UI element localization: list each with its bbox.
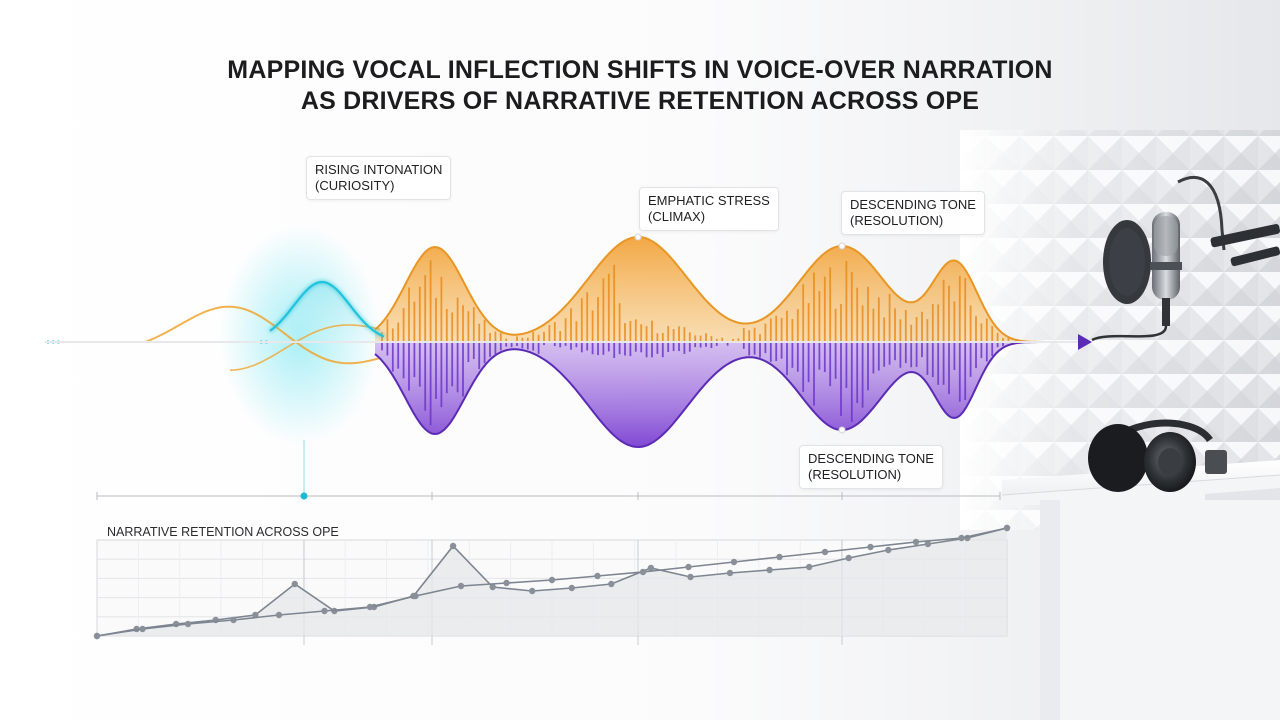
chart-point bbox=[647, 564, 655, 572]
chart-series-line bbox=[96, 527, 1008, 637]
chart-point bbox=[766, 566, 773, 574]
desk bbox=[1002, 468, 1280, 720]
callout-line: (RESOLUTION) bbox=[808, 467, 902, 482]
title-line-1: MAPPING VOCAL INFLECTION SHIFTS IN VOICE… bbox=[227, 56, 1053, 84]
cyan-envelope-line bbox=[269, 280, 385, 338]
chart-point bbox=[687, 573, 694, 581]
chart-point bbox=[291, 580, 298, 588]
chart-point bbox=[726, 569, 734, 577]
microphone-icon bbox=[1091, 176, 1280, 342]
chart-point bbox=[608, 580, 615, 588]
orange-weave-line bbox=[144, 305, 380, 365]
callout-descending-tone-bottom: DESCENDING TONE (RESOLUTION) bbox=[799, 445, 943, 489]
chart-point bbox=[1003, 524, 1011, 532]
peak-marker-dot bbox=[838, 242, 846, 250]
purple-envelope-fill bbox=[375, 342, 1060, 447]
orange-weave-line bbox=[229, 324, 381, 371]
callout-line: (CLIMAX) bbox=[648, 209, 706, 224]
chart-point bbox=[529, 587, 536, 595]
retention-chart-title: NARRATIVE RETENTION ACROSS OPE bbox=[107, 525, 339, 539]
chart-point bbox=[924, 540, 932, 548]
callout-descending-tone-top: DESCENDING TONE (RESOLUTION) bbox=[841, 191, 985, 235]
chart-series bbox=[93, 524, 1011, 640]
chart-point bbox=[568, 584, 575, 592]
callout-line: RISING INTONATION bbox=[315, 162, 443, 177]
peak-marker-dot bbox=[634, 233, 642, 241]
chart-point bbox=[139, 625, 146, 633]
arrow-head-icon bbox=[1078, 334, 1092, 350]
chart-point bbox=[594, 572, 601, 580]
chart-point bbox=[184, 620, 192, 628]
callout-rising-intonation: RISING INTONATION (CURIOSITY) bbox=[306, 156, 452, 200]
chart-point bbox=[885, 546, 892, 554]
chart-point bbox=[93, 632, 101, 640]
chart-point bbox=[867, 543, 874, 551]
chart-point bbox=[275, 611, 283, 619]
peak-markers bbox=[634, 233, 846, 434]
peak-marker-dot bbox=[838, 426, 846, 434]
envelope-outlines bbox=[144, 235, 1059, 449]
callout-emphatic-stress: EMPHATIC STRESS (CLIMAX) bbox=[639, 187, 779, 231]
title-line-2: AS DRIVERS OF NARRATIVE RETENTION ACROSS… bbox=[300, 87, 980, 115]
chart-point bbox=[366, 603, 374, 611]
chart-point bbox=[806, 563, 813, 571]
chart-point bbox=[912, 538, 920, 546]
callout-line: (RESOLUTION) bbox=[850, 213, 944, 228]
chart-point bbox=[685, 563, 692, 571]
callout-line: DESCENDING TONE bbox=[850, 197, 976, 212]
callout-line: EMPHATIC STRESS bbox=[648, 193, 770, 208]
callout-line: DESCENDING TONE bbox=[808, 451, 934, 466]
chart-point bbox=[412, 592, 419, 600]
chart-point bbox=[503, 579, 510, 587]
chart-point bbox=[449, 542, 457, 550]
chart-point bbox=[639, 568, 647, 576]
chart-point bbox=[821, 548, 829, 556]
chart-point bbox=[730, 558, 738, 566]
headphones-icon bbox=[1088, 419, 1227, 492]
orange-envelope-line bbox=[374, 235, 1059, 343]
chart-point bbox=[230, 616, 237, 624]
chart-point bbox=[958, 534, 965, 542]
chart-point bbox=[845, 554, 852, 562]
chart-point bbox=[776, 553, 783, 561]
ruler-ticks bbox=[96, 492, 1001, 500]
laptop bbox=[1205, 488, 1280, 500]
purple-envelope-line bbox=[374, 341, 1059, 449]
chart-point bbox=[252, 611, 259, 619]
chart-point bbox=[321, 607, 328, 615]
chart-point bbox=[489, 583, 496, 591]
chart-point bbox=[548, 576, 556, 584]
callout-line: (CURIOSITY) bbox=[315, 178, 395, 193]
chart-point bbox=[457, 582, 465, 590]
